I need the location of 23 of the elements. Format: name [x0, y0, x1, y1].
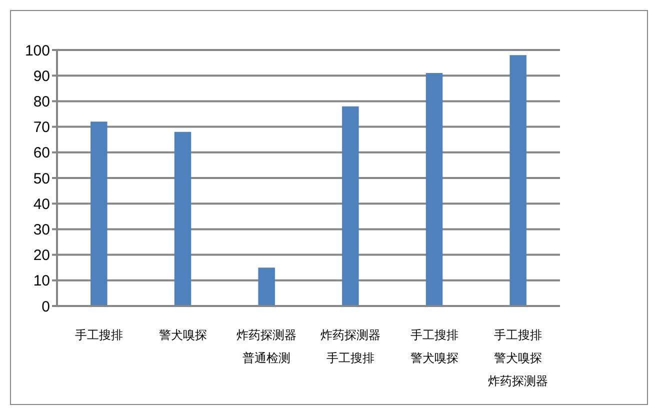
y-tick-label: 40 — [33, 196, 50, 213]
y-tick-label: 60 — [33, 144, 50, 162]
bar — [258, 268, 275, 306]
x-tick-label: 炸药探测器 普通检测 — [236, 328, 297, 365]
y-tick-label: 30 — [33, 222, 50, 239]
y-tick-label: 0 — [42, 298, 50, 316]
x-tick-label: 手工搜排 — [74, 328, 123, 342]
y-tick-label: 20 — [33, 247, 50, 264]
y-tick-label: 90 — [33, 68, 50, 85]
x-tick-label: 炸药探测器手工搜排 — [320, 328, 380, 365]
x-tick-label: 手工搜排 警犬嗅探 炸药探测器 — [488, 328, 548, 388]
bar — [90, 122, 108, 306]
y-tick-label: 50 — [33, 170, 50, 188]
bar — [426, 73, 443, 306]
bar — [174, 132, 192, 306]
y-tick-label: 100 — [24, 42, 50, 60]
bar — [342, 106, 359, 306]
bar — [510, 55, 526, 306]
x-tick-label: 警犬嗅探 — [158, 328, 207, 342]
y-tick-label: 70 — [33, 119, 50, 136]
x-tick-label: 手工搜排警犬嗅探 — [410, 328, 458, 365]
y-tick-label: 80 — [33, 94, 50, 111]
y-tick-label: 10 — [33, 272, 50, 290]
